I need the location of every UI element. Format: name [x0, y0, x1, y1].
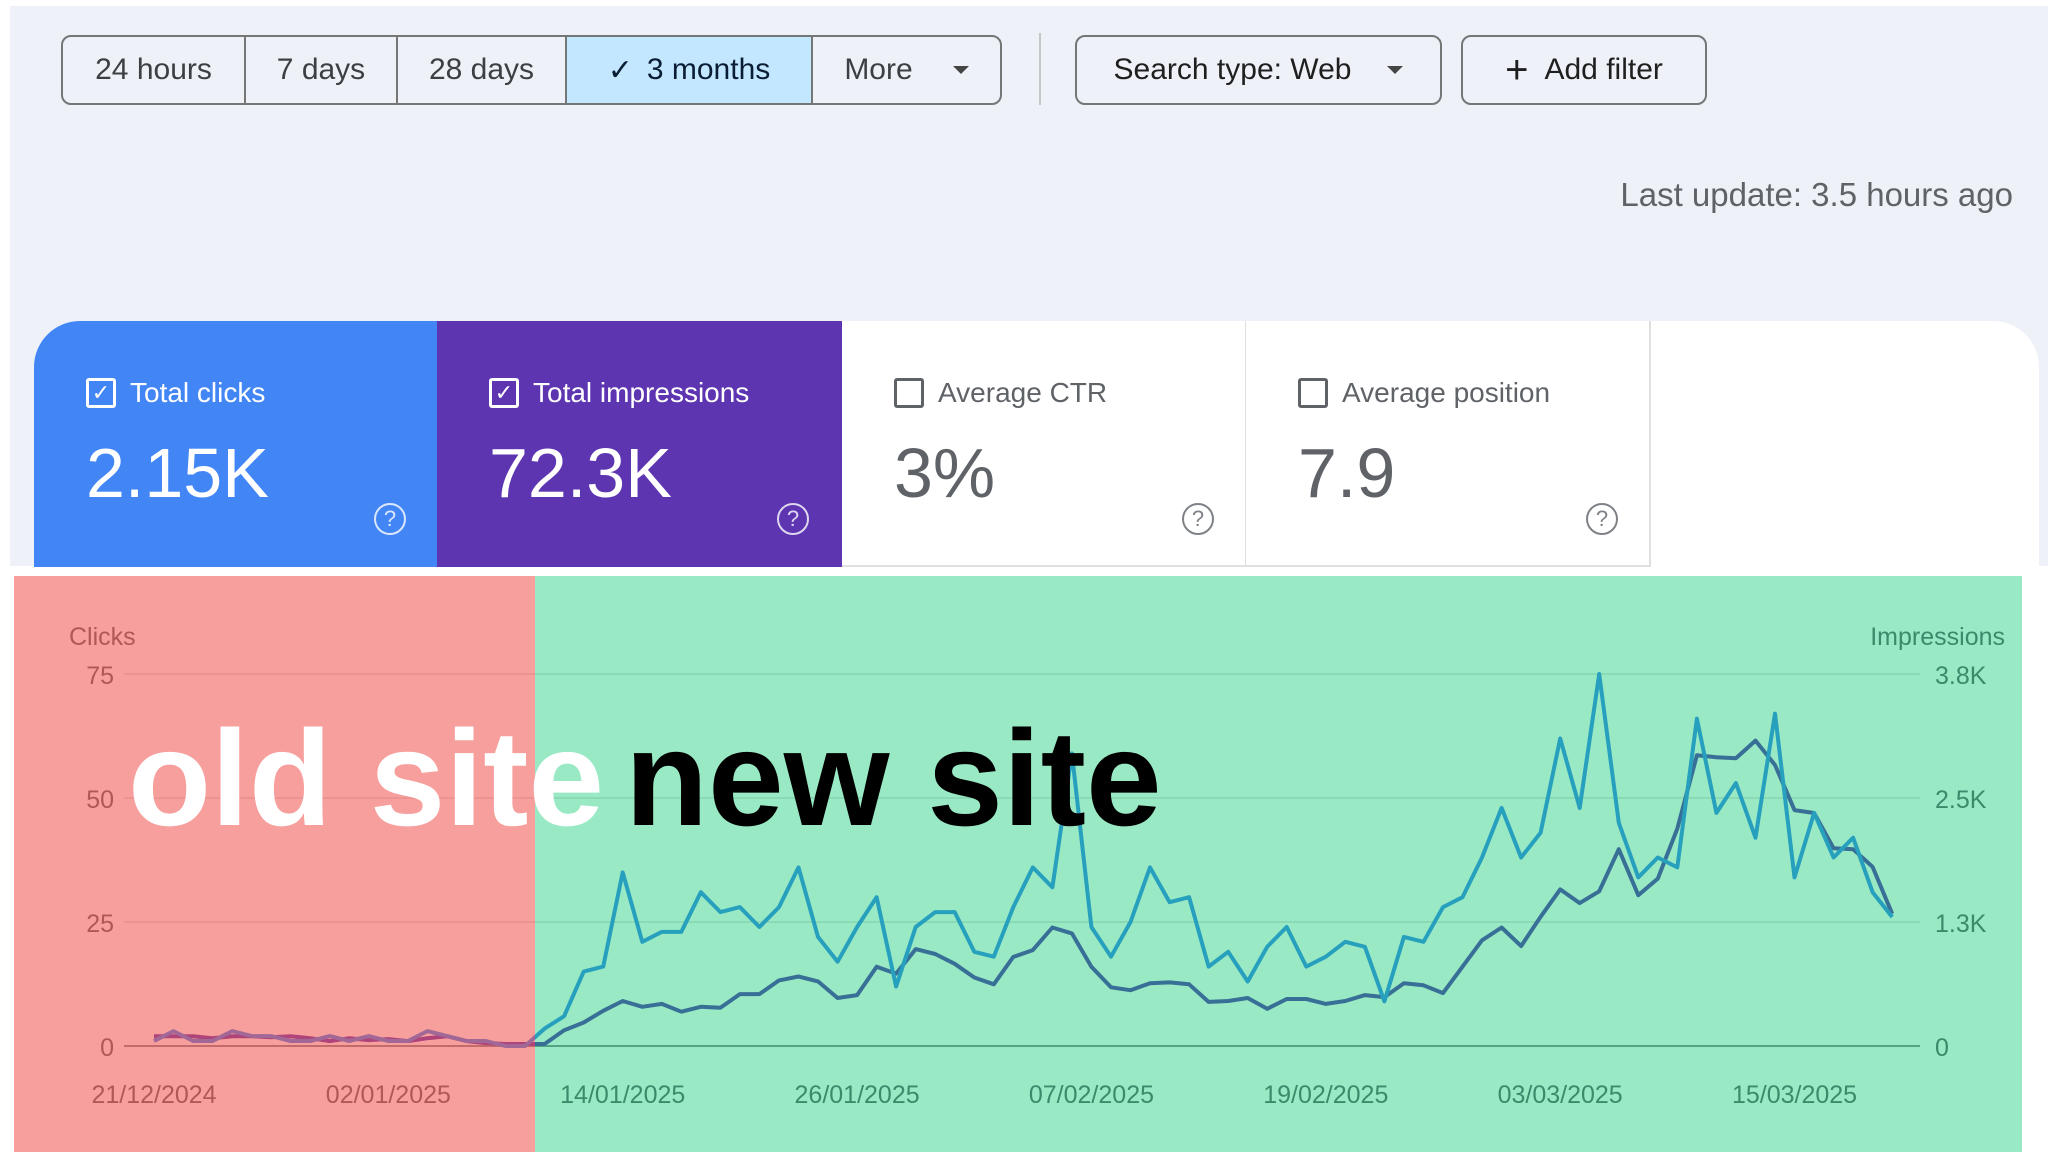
- metric-value: 7.9: [1298, 434, 1396, 512]
- metric-card-total-impressions[interactable]: ✓ Total impressions 72.3K ?: [437, 321, 842, 567]
- metric-card-average-ctr[interactable]: Average CTR 3% ?: [842, 321, 1247, 567]
- x-tick-label: 15/03/2025: [1732, 1081, 1857, 1109]
- checkbox-unchecked-icon[interactable]: [894, 378, 924, 408]
- plus-icon: +: [1505, 47, 1529, 92]
- x-tick-label: 19/02/2025: [1263, 1081, 1388, 1109]
- checkbox-unchecked-icon[interactable]: [1298, 378, 1328, 408]
- metric-card-average-position[interactable]: Average position 7.9 ?: [1246, 321, 1651, 567]
- help-icon[interactable]: ?: [1182, 503, 1214, 535]
- right-tick-label: 1.3K: [1935, 910, 1987, 938]
- right-tick-label: 3.8K: [1935, 662, 1987, 690]
- search-type-dropdown[interactable]: Search type: Web: [1075, 35, 1442, 105]
- metric-card-total-clicks[interactable]: ✓ Total clicks 2.15K ?: [34, 321, 439, 567]
- last-update-text: Last update: 3.5 hours ago: [1620, 176, 2013, 213]
- add-filter-button[interactable]: + Add filter: [1461, 35, 1707, 105]
- range-more-button[interactable]: More: [813, 37, 1000, 103]
- old-site-overlay: [14, 576, 535, 1152]
- metric-value: 3%: [894, 434, 996, 512]
- right-axis-label: Impressions: [1870, 623, 2005, 651]
- range-7-days-button[interactable]: 7 days: [246, 37, 398, 103]
- toolbar-divider: [1039, 33, 1041, 105]
- new-site-overlay: [535, 576, 2022, 1152]
- date-range-selector: 24 hours 7 days 28 days ✓ 3 months More: [61, 35, 1002, 105]
- help-icon[interactable]: ?: [777, 503, 809, 535]
- check-icon: ✓: [607, 53, 633, 87]
- x-tick-label: 07/02/2025: [1029, 1081, 1154, 1109]
- metric-value: 2.15K: [86, 434, 269, 512]
- x-tick-label: 03/03/2025: [1498, 1081, 1623, 1109]
- right-tick-label: 0: [1935, 1034, 1949, 1062]
- range-3-months-button[interactable]: ✓ 3 months: [567, 37, 813, 103]
- checkbox-checked-icon[interactable]: ✓: [86, 378, 116, 408]
- x-tick-label: 26/01/2025: [795, 1081, 920, 1109]
- caret-down-icon: [952, 66, 969, 74]
- checkbox-checked-icon[interactable]: ✓: [489, 378, 519, 408]
- help-icon[interactable]: ?: [374, 503, 406, 535]
- caret-down-icon: [1387, 66, 1404, 74]
- help-icon[interactable]: ?: [1586, 503, 1618, 535]
- new-site-label: new site: [625, 702, 1162, 854]
- range-24-hours-button[interactable]: 24 hours: [63, 37, 246, 103]
- old-site-label: old site: [128, 702, 605, 854]
- metric-value: 72.3K: [489, 434, 672, 512]
- right-tick-label: 2.5K: [1935, 786, 1987, 814]
- x-tick-label: 14/01/2025: [560, 1081, 685, 1109]
- range-28-days-button[interactable]: 28 days: [398, 37, 567, 103]
